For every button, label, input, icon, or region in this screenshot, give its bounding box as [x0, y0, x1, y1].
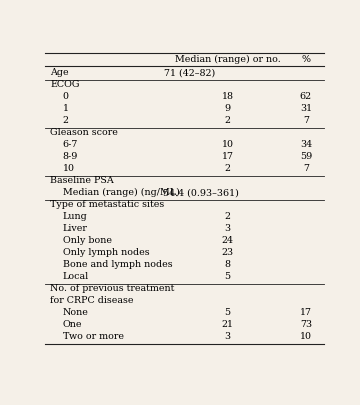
Text: %: % — [301, 55, 310, 64]
Text: 2: 2 — [63, 116, 68, 125]
Text: 1: 1 — [63, 104, 68, 113]
Text: Median (range) or no.: Median (range) or no. — [175, 55, 281, 64]
Text: 3: 3 — [225, 332, 231, 341]
Text: 8: 8 — [225, 260, 231, 269]
Text: 8-9: 8-9 — [63, 152, 78, 161]
Text: 17: 17 — [222, 152, 234, 161]
Text: for CRPC disease: for CRPC disease — [50, 296, 134, 305]
Text: 59: 59 — [300, 152, 312, 161]
Text: 6-7: 6-7 — [63, 140, 78, 149]
Text: 62: 62 — [300, 92, 312, 101]
Text: ECOG: ECOG — [50, 80, 80, 89]
Text: One: One — [63, 320, 82, 329]
Text: Age: Age — [50, 68, 69, 77]
Text: 5: 5 — [225, 272, 231, 281]
Text: 23: 23 — [222, 248, 234, 257]
Text: None: None — [63, 308, 89, 317]
Text: 21: 21 — [222, 320, 234, 329]
Text: 0: 0 — [63, 92, 68, 101]
Text: 10: 10 — [300, 332, 312, 341]
Text: Baseline PSA: Baseline PSA — [50, 176, 114, 185]
Text: No. of previous treatment: No. of previous treatment — [50, 284, 174, 293]
Text: Median (range) (ng/ML): Median (range) (ng/ML) — [63, 188, 179, 197]
Text: 71 (42–82): 71 (42–82) — [165, 68, 216, 77]
Text: Gleason score: Gleason score — [50, 128, 118, 137]
Text: Lung: Lung — [63, 212, 87, 221]
Text: 54.4 (0.93–361): 54.4 (0.93–361) — [163, 188, 239, 197]
Text: 2: 2 — [225, 116, 231, 125]
Text: 10: 10 — [222, 140, 234, 149]
Text: 24: 24 — [222, 236, 234, 245]
Text: 5: 5 — [225, 308, 231, 317]
Text: 7: 7 — [303, 164, 309, 173]
Text: Liver: Liver — [63, 224, 87, 233]
Text: 31: 31 — [300, 104, 312, 113]
Text: Local: Local — [63, 272, 89, 281]
Text: 18: 18 — [222, 92, 234, 101]
Text: 3: 3 — [225, 224, 231, 233]
Text: 2: 2 — [225, 164, 231, 173]
Text: 34: 34 — [300, 140, 312, 149]
Text: Type of metastatic sites: Type of metastatic sites — [50, 200, 164, 209]
Text: Only lymph nodes: Only lymph nodes — [63, 248, 149, 257]
Text: 9: 9 — [225, 104, 231, 113]
Text: Only bone: Only bone — [63, 236, 112, 245]
Text: 2: 2 — [225, 212, 231, 221]
Text: 17: 17 — [300, 308, 312, 317]
Text: Two or more: Two or more — [63, 332, 123, 341]
Text: 7: 7 — [303, 116, 309, 125]
Text: 10: 10 — [63, 164, 75, 173]
Text: Bone and lymph nodes: Bone and lymph nodes — [63, 260, 172, 269]
Text: 73: 73 — [300, 320, 312, 329]
